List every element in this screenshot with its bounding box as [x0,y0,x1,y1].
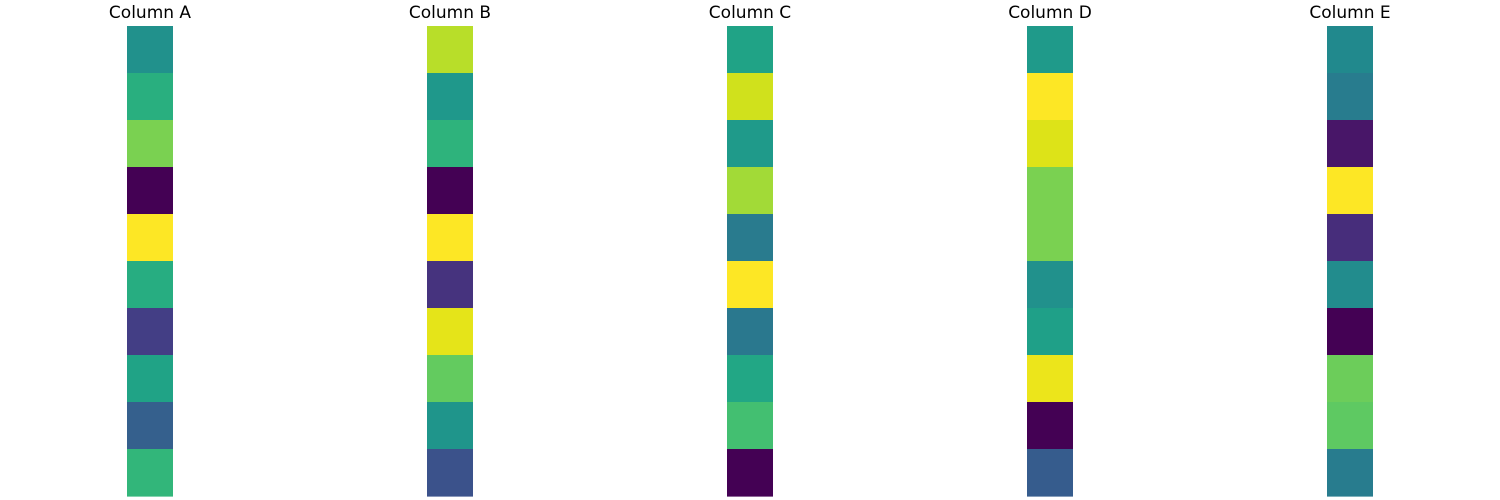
heatmap-cell [727,355,773,403]
heatmap-cell [1327,308,1373,356]
heatmap-cell [427,214,473,262]
heatmap-cell [127,449,173,497]
heatmap-cell [727,26,773,74]
heatmap-cell [727,308,773,356]
heatmap-cell [127,120,173,168]
heatmap-cell [1327,26,1373,74]
heatmap-cell [427,26,473,74]
heatmap-cell [1027,261,1073,309]
heatmap-cell [727,402,773,450]
heatmap-cell [1327,449,1373,497]
heatmap-cell [1327,355,1373,403]
heatmap-cell [1027,26,1073,74]
heatmap-cell [1027,355,1073,403]
heatmap-cell [127,308,173,356]
heatmap-cell [1027,167,1073,215]
heatmap-column: Column E [1309,3,1391,497]
heatmap-cell [127,355,173,403]
heatmap-cell [727,120,773,168]
heatmap-cell [727,261,773,309]
heatmap-cell [127,214,173,262]
heatmap-cell [1327,214,1373,262]
heatmap-cell [1027,120,1073,168]
heatmap-cell [1027,402,1073,450]
column-title: Column D [1008,3,1092,23]
heatmap-cell [127,26,173,74]
heatmap-cell [427,167,473,215]
heatmap-cell [127,402,173,450]
heatmap-column: Column B [409,3,491,497]
heatmap-cell [727,167,773,215]
heatmap-cell [427,120,473,168]
column-title: Column B [409,3,491,23]
heatmap-cell [1027,214,1073,262]
heatmap-cell [727,73,773,121]
heatmap-cell [1327,402,1373,450]
heatmap-cell [427,402,473,450]
heatmap-cell [727,214,773,262]
heatmap-cell [127,261,173,309]
heatmap-cell [427,261,473,309]
heatmap-cell [427,449,473,497]
heatmap-cell [1027,449,1073,497]
heatmap-cell [427,355,473,403]
heatmap-cell [727,449,773,497]
heatmap-cell [1027,73,1073,121]
heatmap-cell [1327,167,1373,215]
heatmap-cell [427,73,473,121]
heatmap-column: Column C [709,3,791,497]
heatmap-cell [1327,120,1373,168]
heatmap-column: Column A [109,3,192,497]
heatmap-cell [1327,261,1373,309]
column-title: Column C [709,3,791,23]
heatmap-cell [127,73,173,121]
heatmap-cell [1027,308,1073,356]
heatmap-column: Column D [1008,3,1092,497]
column-title: Column A [109,3,192,23]
heatmap-panels: Column A Column B Column C Column D Column E [109,3,1391,497]
heatmap-cell [1327,73,1373,121]
column-title: Column E [1309,3,1390,23]
heatmap-cell [427,308,473,356]
heatmap-cell [127,167,173,215]
